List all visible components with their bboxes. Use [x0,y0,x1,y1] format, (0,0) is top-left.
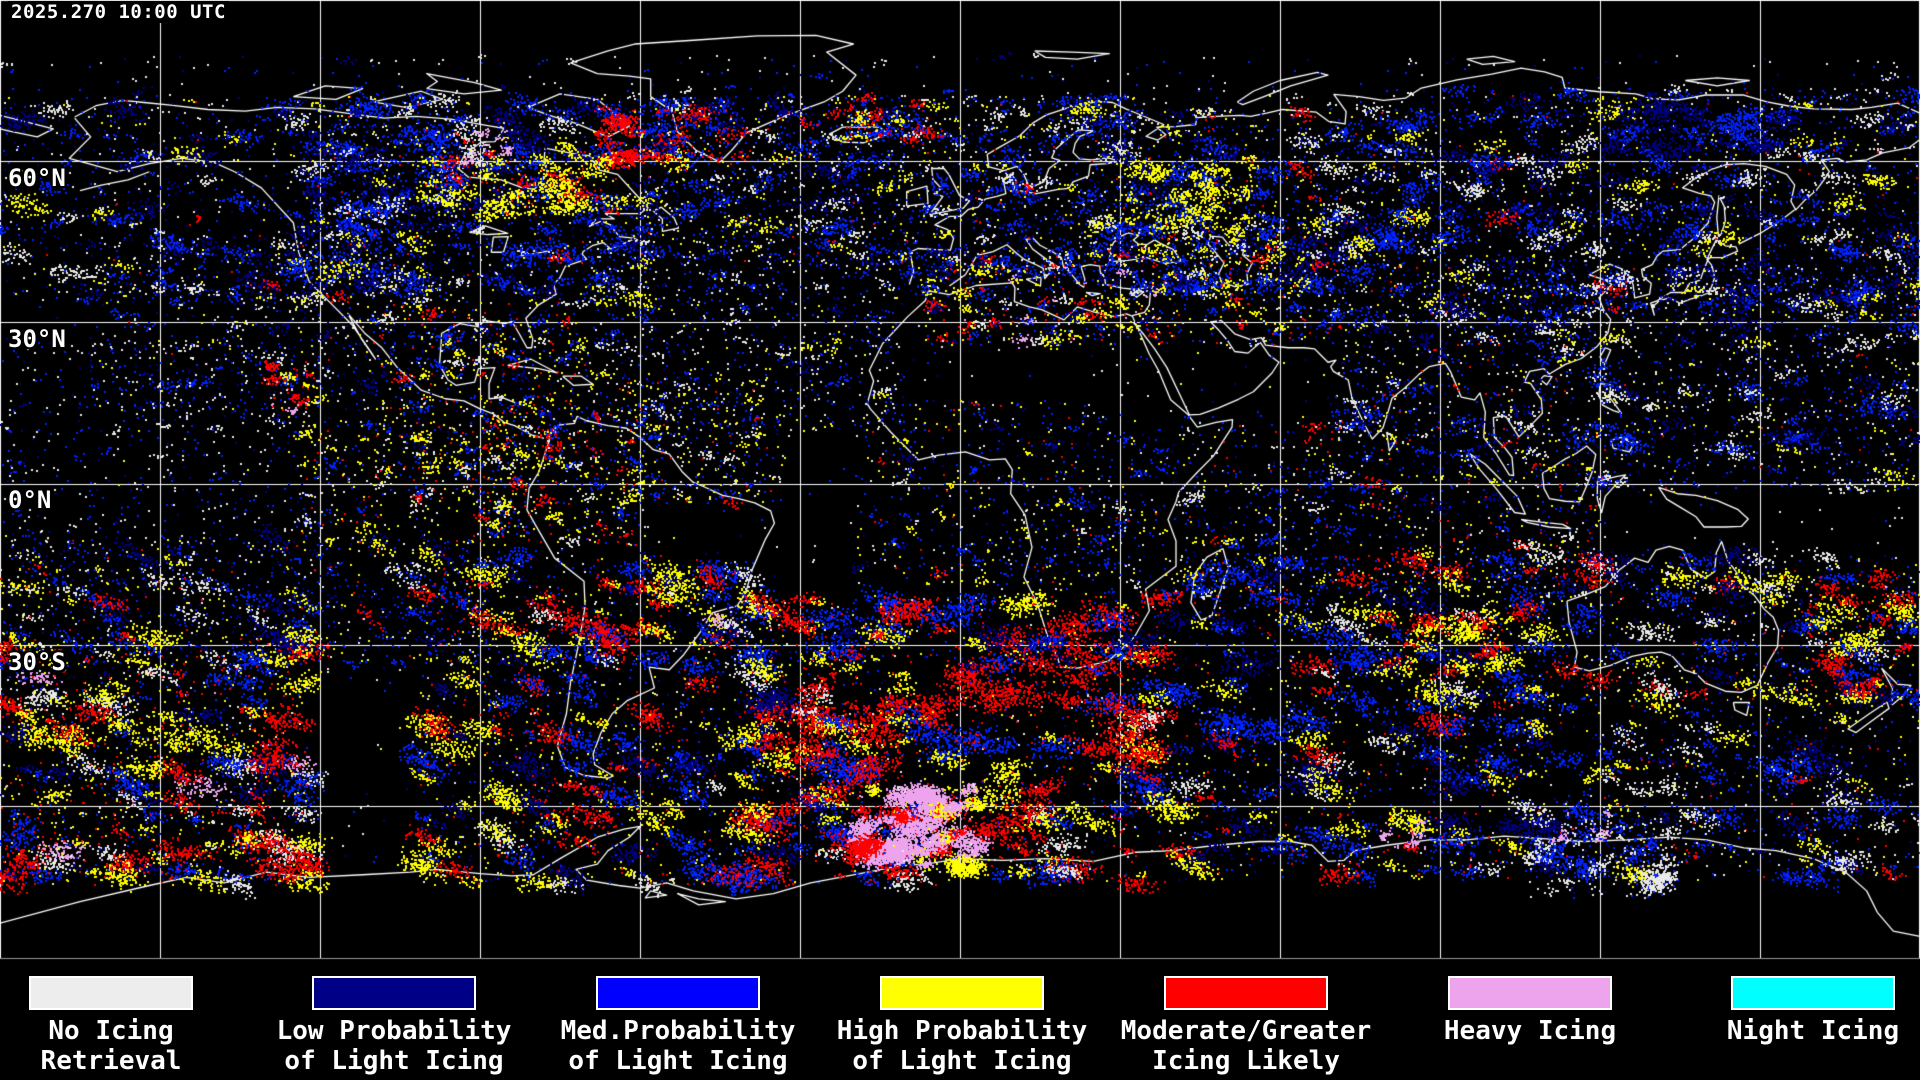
timestamp-label: 2025.270 10:00 UTC [8,1,229,23]
legend-swatch-moderate [1164,976,1328,1010]
latitude-label: 30°N [8,325,66,353]
legend-swatch-med-prob [596,976,760,1010]
legend-swatch-high-prob [880,976,1044,1010]
legend-label: Low Probability of Light Icing [276,1016,512,1076]
legend-swatch-heavy [1448,976,1612,1010]
latitude-label: 60°N [8,164,66,192]
latitude-label: 30°S [8,648,66,676]
legend-item-med-prob: Med.Probability of Light Icing [536,966,820,1076]
legend-swatch-night [1731,976,1895,1010]
legend-item-heavy: Heavy Icing [1388,966,1672,1046]
legend-label: No Icing Retrieval [40,1016,182,1076]
legend-item-low-prob: Low Probability of Light Icing [252,966,536,1076]
legend-item-moderate: Moderate/Greater Icing Likely [1104,966,1388,1076]
legend-item-no-icing: No Icing Retrieval [0,966,253,1076]
legend-item-high-prob: High Probability of Light Icing [820,966,1104,1076]
legend-swatch-no-icing [29,976,193,1010]
legend-label: Night Icing [1726,1016,1900,1046]
latitude-label: 0°N [8,486,52,514]
legend-label: Med.Probability of Light Icing [560,1016,796,1076]
legend-item-night: Night Icing [1671,966,1920,1046]
legend-label: Heavy Icing [1443,1016,1617,1046]
legend-label: High Probability of Light Icing [836,1016,1088,1076]
legend: No Icing Retrieval Low Probability of Lig… [0,966,1920,1080]
legend-swatch-low-prob [312,976,476,1010]
legend-label: Moderate/Greater Icing Likely [1120,1016,1372,1076]
